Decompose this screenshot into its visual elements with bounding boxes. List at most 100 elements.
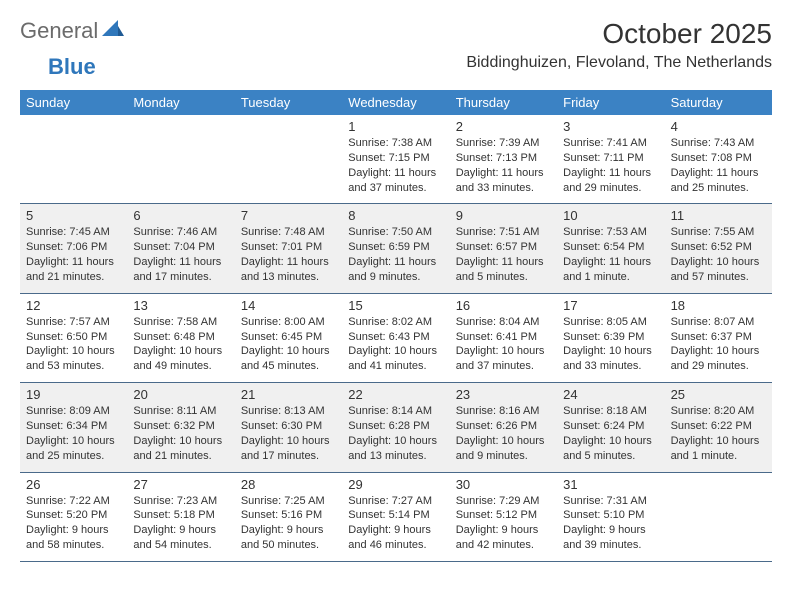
day-number: 17 <box>563 298 658 313</box>
daylight-text: Daylight: 11 hours and 1 minute. <box>563 255 658 285</box>
sunrise-text: Sunrise: 7:41 AM <box>563 136 658 151</box>
day-number: 29 <box>348 477 443 492</box>
day-number: 14 <box>241 298 336 313</box>
calendar-cell: 23Sunrise: 8:16 AMSunset: 6:26 PMDayligh… <box>450 383 557 471</box>
daylight-text: Daylight: 10 hours and 41 minutes. <box>348 344 443 374</box>
calendar-cell: 16Sunrise: 8:04 AMSunset: 6:41 PMDayligh… <box>450 294 557 382</box>
daylight-text: Daylight: 10 hours and 13 minutes. <box>348 434 443 464</box>
sunrise-text: Sunrise: 7:53 AM <box>563 225 658 240</box>
day-number: 6 <box>133 208 228 223</box>
sunrise-text: Sunrise: 7:23 AM <box>133 494 228 509</box>
daylight-text: Daylight: 10 hours and 49 minutes. <box>133 344 228 374</box>
daylight-text: Daylight: 11 hours and 37 minutes. <box>348 166 443 196</box>
weekday-label: Tuesday <box>235 90 342 115</box>
sunrise-text: Sunrise: 8:04 AM <box>456 315 551 330</box>
day-number: 20 <box>133 387 228 402</box>
daylight-text: Daylight: 10 hours and 25 minutes. <box>26 434 121 464</box>
calendar-cell: 8Sunrise: 7:50 AMSunset: 6:59 PMDaylight… <box>342 204 449 292</box>
calendar-grid: Sunday Monday Tuesday Wednesday Thursday… <box>20 90 772 562</box>
daylight-text: Daylight: 9 hours and 54 minutes. <box>133 523 228 553</box>
sunrise-text: Sunrise: 7:25 AM <box>241 494 336 509</box>
brand-part2: Blue <box>48 54 96 79</box>
weekday-header: Sunday Monday Tuesday Wednesday Thursday… <box>20 90 772 115</box>
daylight-text: Daylight: 11 hours and 9 minutes. <box>348 255 443 285</box>
calendar-cell: 24Sunrise: 8:18 AMSunset: 6:24 PMDayligh… <box>557 383 664 471</box>
calendar-cell: 14Sunrise: 8:00 AMSunset: 6:45 PMDayligh… <box>235 294 342 382</box>
day-number: 13 <box>133 298 228 313</box>
day-number: 23 <box>456 387 551 402</box>
calendar-cell: 26Sunrise: 7:22 AMSunset: 5:20 PMDayligh… <box>20 473 127 561</box>
calendar-cell: 31Sunrise: 7:31 AMSunset: 5:10 PMDayligh… <box>557 473 664 561</box>
sunrise-text: Sunrise: 7:29 AM <box>456 494 551 509</box>
day-number: 27 <box>133 477 228 492</box>
weeks-container: 1Sunrise: 7:38 AMSunset: 7:15 PMDaylight… <box>20 115 772 562</box>
sunrise-text: Sunrise: 8:05 AM <box>563 315 658 330</box>
day-number: 12 <box>26 298 121 313</box>
weekday-label: Monday <box>127 90 234 115</box>
day-number: 31 <box>563 477 658 492</box>
sunset-text: Sunset: 6:54 PM <box>563 240 658 255</box>
sunset-text: Sunset: 6:43 PM <box>348 330 443 345</box>
sunrise-text: Sunrise: 7:45 AM <box>26 225 121 240</box>
sunrise-text: Sunrise: 7:46 AM <box>133 225 228 240</box>
sunrise-text: Sunrise: 7:39 AM <box>456 136 551 151</box>
calendar-cell <box>665 473 772 561</box>
calendar-cell: 29Sunrise: 7:27 AMSunset: 5:14 PMDayligh… <box>342 473 449 561</box>
sunset-text: Sunset: 6:32 PM <box>133 419 228 434</box>
day-number: 9 <box>456 208 551 223</box>
calendar-week: 5Sunrise: 7:45 AMSunset: 7:06 PMDaylight… <box>20 204 772 293</box>
weekday-label: Saturday <box>665 90 772 115</box>
sunset-text: Sunset: 6:39 PM <box>563 330 658 345</box>
brand-sail-icon <box>102 20 124 43</box>
calendar-cell <box>127 115 234 203</box>
title-block: October 2025 Biddinghuizen, Flevoland, T… <box>466 18 772 72</box>
sunset-text: Sunset: 5:10 PM <box>563 508 658 523</box>
calendar-week: 19Sunrise: 8:09 AMSunset: 6:34 PMDayligh… <box>20 383 772 472</box>
sunrise-text: Sunrise: 8:18 AM <box>563 404 658 419</box>
daylight-text: Daylight: 11 hours and 25 minutes. <box>671 166 766 196</box>
daylight-text: Daylight: 9 hours and 46 minutes. <box>348 523 443 553</box>
sunset-text: Sunset: 6:41 PM <box>456 330 551 345</box>
day-number: 21 <box>241 387 336 402</box>
sunset-text: Sunset: 7:01 PM <box>241 240 336 255</box>
day-number: 3 <box>563 119 658 134</box>
weekday-label: Sunday <box>20 90 127 115</box>
calendar-page: General October 2025 Biddinghuizen, Flev… <box>0 0 792 572</box>
daylight-text: Daylight: 10 hours and 17 minutes. <box>241 434 336 464</box>
weekday-label: Thursday <box>450 90 557 115</box>
day-number: 22 <box>348 387 443 402</box>
sunset-text: Sunset: 6:26 PM <box>456 419 551 434</box>
sunset-text: Sunset: 5:16 PM <box>241 508 336 523</box>
calendar-cell: 10Sunrise: 7:53 AMSunset: 6:54 PMDayligh… <box>557 204 664 292</box>
day-number: 2 <box>456 119 551 134</box>
daylight-text: Daylight: 11 hours and 21 minutes. <box>26 255 121 285</box>
sunset-text: Sunset: 7:13 PM <box>456 151 551 166</box>
sunset-text: Sunset: 5:18 PM <box>133 508 228 523</box>
day-number: 25 <box>671 387 766 402</box>
calendar-week: 26Sunrise: 7:22 AMSunset: 5:20 PMDayligh… <box>20 473 772 562</box>
calendar-cell: 3Sunrise: 7:41 AMSunset: 7:11 PMDaylight… <box>557 115 664 203</box>
daylight-text: Daylight: 9 hours and 42 minutes. <box>456 523 551 553</box>
calendar-cell: 9Sunrise: 7:51 AMSunset: 6:57 PMDaylight… <box>450 204 557 292</box>
calendar-cell: 1Sunrise: 7:38 AMSunset: 7:15 PMDaylight… <box>342 115 449 203</box>
sunrise-text: Sunrise: 8:11 AM <box>133 404 228 419</box>
sunset-text: Sunset: 6:37 PM <box>671 330 766 345</box>
location-text: Biddinghuizen, Flevoland, The Netherland… <box>466 54 772 72</box>
weekday-label: Friday <box>557 90 664 115</box>
calendar-cell: 12Sunrise: 7:57 AMSunset: 6:50 PMDayligh… <box>20 294 127 382</box>
day-number: 16 <box>456 298 551 313</box>
sunrise-text: Sunrise: 8:07 AM <box>671 315 766 330</box>
day-number: 1 <box>348 119 443 134</box>
daylight-text: Daylight: 10 hours and 45 minutes. <box>241 344 336 374</box>
daylight-text: Daylight: 9 hours and 39 minutes. <box>563 523 658 553</box>
day-number: 28 <box>241 477 336 492</box>
sunrise-text: Sunrise: 7:51 AM <box>456 225 551 240</box>
calendar-cell: 4Sunrise: 7:43 AMSunset: 7:08 PMDaylight… <box>665 115 772 203</box>
day-number: 11 <box>671 208 766 223</box>
sunset-text: Sunset: 6:28 PM <box>348 419 443 434</box>
calendar-cell: 21Sunrise: 8:13 AMSunset: 6:30 PMDayligh… <box>235 383 342 471</box>
sunset-text: Sunset: 7:04 PM <box>133 240 228 255</box>
daylight-text: Daylight: 10 hours and 29 minutes. <box>671 344 766 374</box>
sunrise-text: Sunrise: 7:55 AM <box>671 225 766 240</box>
daylight-text: Daylight: 10 hours and 53 minutes. <box>26 344 121 374</box>
